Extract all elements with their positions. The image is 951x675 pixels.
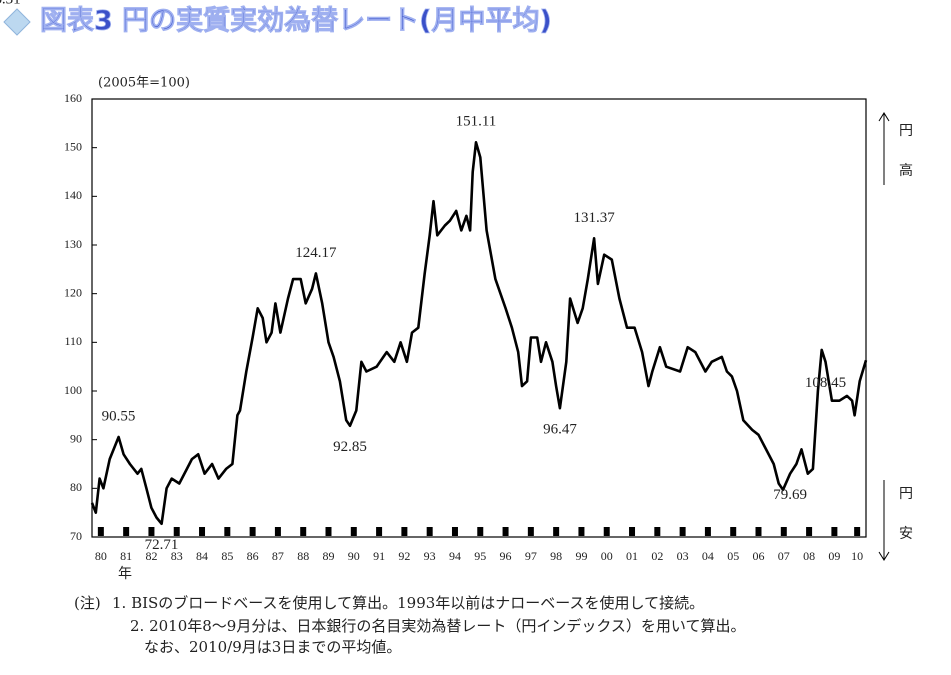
arrow-head: [878, 551, 890, 561]
note: なお、2010/9月は3日までの平均値。: [144, 638, 401, 656]
x-tick: [350, 527, 357, 536]
value-label: 96.47: [543, 422, 577, 438]
x-unit: 年: [118, 566, 132, 582]
y-tick-label: 160: [64, 91, 82, 105]
x-tick: [401, 527, 408, 536]
y-tick-label: 120: [64, 285, 82, 299]
title-icon: [3, 8, 31, 36]
x-tick-label: 85: [221, 549, 233, 563]
value-label: 124.17: [295, 245, 337, 261]
x-tick-label: 00: [601, 549, 613, 563]
note: 1. BISのブロードベースを使用して算出。1993年以前はナローベースを使用し…: [112, 594, 704, 612]
x-tick-label: 89: [323, 549, 335, 563]
x-tick-label: 08: [803, 549, 815, 563]
y-tick-label: 100: [64, 383, 82, 397]
x-tick: [426, 527, 433, 536]
x-tick: [806, 527, 813, 536]
x-tick-label: 09: [828, 549, 840, 563]
x-tick: [654, 527, 661, 536]
x-tick: [148, 527, 155, 536]
x-tick: [376, 527, 383, 536]
x-tick-label: 02: [651, 549, 663, 563]
x-tick-label: 10: [851, 549, 863, 563]
y-tick-label: 80: [70, 480, 82, 494]
x-tick-label: 99: [575, 549, 587, 563]
x-tick: [730, 527, 737, 536]
y-tick-label: 70: [70, 529, 82, 543]
value-label: 151.11: [456, 114, 497, 130]
x-tick-label: 88: [297, 549, 309, 563]
x-tick-label: 03: [677, 549, 689, 563]
x-tick: [629, 527, 636, 536]
y-tick-label: 150: [64, 139, 82, 153]
x-tick-label: 87: [272, 549, 284, 563]
x-tick-label: 80: [95, 549, 107, 563]
y-tick-label: 130: [64, 237, 82, 251]
note: (注): [74, 594, 101, 612]
x-tick: [325, 527, 332, 536]
y-tick-label: 110: [64, 334, 82, 348]
x-tick-label: 86: [247, 549, 259, 563]
x-tick-label: 05: [727, 549, 739, 563]
x-tick-label: 91: [373, 549, 385, 563]
x-tick: [477, 527, 484, 536]
value-label: 92.85: [333, 439, 367, 455]
right-lower-label: 円安: [899, 486, 913, 542]
x-tick-label: 04: [702, 549, 714, 563]
x-tick: [854, 527, 861, 536]
y-tick-label: 140: [64, 188, 82, 202]
x-tick: [224, 527, 231, 536]
x-tick: [97, 527, 104, 536]
plot-frame: [91, 98, 867, 538]
value-label: 79.69: [773, 487, 807, 503]
y-tick-label: 90: [70, 431, 82, 445]
x-tick-label: 01: [626, 549, 638, 563]
x-tick-label: 97: [525, 549, 537, 563]
line: [90, 141, 868, 526]
x-tick: [755, 527, 762, 536]
y-unit: (2005年=100): [98, 76, 190, 91]
x-tick-label: 06: [753, 549, 765, 563]
note: 2. 2010年8～9月分は、日本銀行の名目実効為替レート（円インデックス）を用…: [130, 617, 745, 635]
value-label: 108.45: [805, 375, 846, 391]
value-label: 106.31: [0, 0, 21, 7]
x-tick: [173, 527, 180, 536]
value-label: 131.37: [573, 210, 615, 226]
x-tick-label: 92: [398, 549, 410, 563]
x-tick: [451, 527, 458, 536]
x-tick: [553, 527, 560, 536]
x-tick: [679, 527, 686, 536]
x-tick: [780, 527, 787, 536]
x-tick: [199, 527, 206, 536]
value-label: 72.71: [145, 537, 179, 553]
x-tick-label: 93: [424, 549, 436, 563]
x-tick-label: 94: [449, 549, 461, 563]
chart-title: 図表3 円の実質実効為替レート(月中平均): [40, 5, 552, 37]
x-tick-label: 95: [474, 549, 486, 563]
x-tick: [603, 527, 610, 536]
x-tick: [578, 527, 585, 536]
x-tick: [527, 527, 534, 536]
value-label: 90.55: [102, 408, 136, 424]
x-tick: [502, 527, 509, 536]
x-tick-label: 84: [196, 549, 208, 563]
x-tick-label: 96: [500, 549, 512, 563]
x-tick: [704, 527, 711, 536]
x-tick: [274, 527, 281, 536]
x-tick: [831, 527, 838, 536]
x-tick: [123, 527, 130, 536]
right-upper-label: 円高: [899, 123, 913, 179]
x-tick-label: 83: [171, 549, 183, 563]
x-tick-label: 82: [145, 549, 157, 563]
x-tick-label: 98: [550, 549, 562, 563]
x-tick: [300, 527, 307, 536]
arrow-head: [878, 112, 890, 122]
x-tick-label: 07: [778, 549, 790, 563]
x-tick-label: 81: [120, 549, 132, 563]
x-tick: [249, 527, 256, 536]
x-tick-label: 90: [348, 549, 360, 563]
